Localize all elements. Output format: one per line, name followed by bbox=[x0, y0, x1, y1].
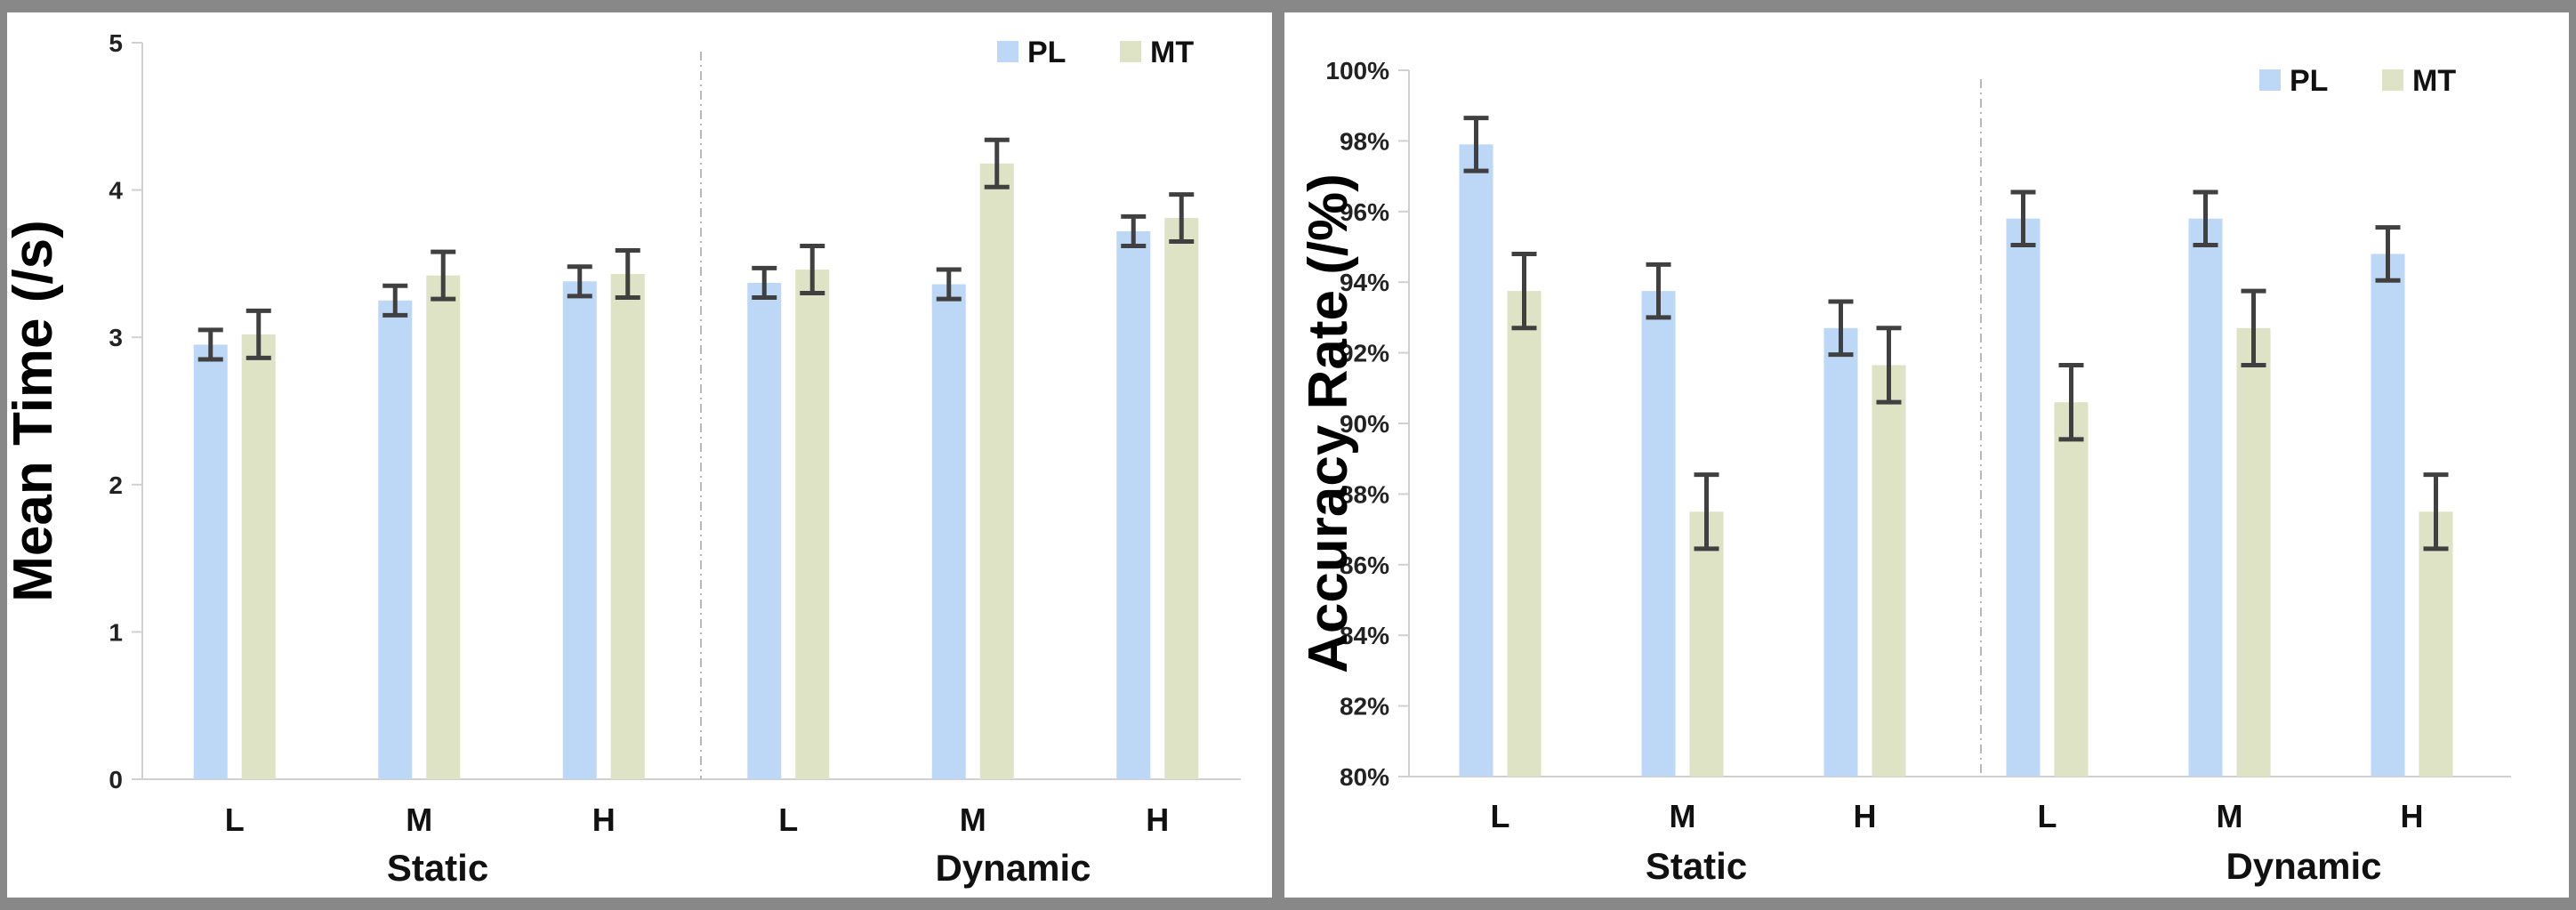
y-axis-title: Mean Time (/s) bbox=[7, 220, 64, 602]
bar-pl bbox=[378, 300, 413, 779]
y-tick-label: 1 bbox=[109, 618, 123, 646]
bar-pl bbox=[2006, 218, 2041, 777]
y-tick-label: 84% bbox=[1340, 622, 1389, 649]
legend-label-pl: PL bbox=[2290, 64, 2328, 98]
group-label: Static bbox=[387, 847, 488, 889]
bar-mt bbox=[1507, 291, 1542, 777]
x-tick-label: M bbox=[1670, 798, 1696, 834]
x-tick-label: L bbox=[2038, 798, 2057, 834]
bar-pl bbox=[931, 284, 966, 780]
bar-mt bbox=[1689, 511, 1724, 777]
x-tick-label: H bbox=[592, 801, 616, 838]
y-tick-label: 80% bbox=[1340, 763, 1389, 791]
bar-mt bbox=[2236, 327, 2271, 777]
legend-label-mt: MT bbox=[1150, 36, 1194, 69]
y-tick-label: 3 bbox=[109, 324, 123, 351]
legend-swatch-mt bbox=[1120, 41, 1141, 62]
bar-mt bbox=[2419, 511, 2453, 777]
bar-mt bbox=[426, 275, 461, 779]
group-label: Dynamic bbox=[935, 847, 1091, 889]
bar-pl bbox=[2371, 254, 2405, 777]
y-tick-label: 4 bbox=[109, 177, 123, 205]
bar-pl bbox=[1823, 327, 1858, 777]
bar-pl bbox=[1459, 144, 1493, 777]
bar-pl bbox=[193, 344, 228, 779]
x-tick-label: M bbox=[960, 801, 986, 838]
x-tick-label: L bbox=[1491, 798, 1510, 834]
y-axis-title: Accuracy Rate (/%) bbox=[1298, 173, 1359, 673]
bar-mt bbox=[979, 163, 1014, 780]
bar-mt bbox=[1164, 218, 1199, 780]
x-tick-label: H bbox=[1854, 798, 1877, 834]
legend-swatch-pl bbox=[997, 41, 1018, 62]
x-tick-label: M bbox=[2217, 798, 2243, 834]
y-tick-label: 90% bbox=[1340, 410, 1389, 438]
mean-time-panel: 0 1 2 3 4 5 Mean Time (/s) L M H L M H Static Dynamic P… bbox=[7, 12, 1272, 898]
y-tick-label: 92% bbox=[1340, 340, 1389, 367]
x-tick-label: L bbox=[225, 801, 245, 838]
accuracy-rate-panel: 80% 82% 84% 86% 88% 90% 92% 94% 96% 98% 100% Accura… bbox=[1284, 12, 2569, 898]
y-tick-label: 98% bbox=[1340, 127, 1389, 155]
x-tick-label: L bbox=[778, 801, 798, 838]
y-tick-label: 86% bbox=[1340, 552, 1389, 579]
legend-label-pl: PL bbox=[1027, 36, 1066, 69]
x-tick-label: H bbox=[2401, 798, 2424, 834]
mean-time-chart: 0 1 2 3 4 5 Mean Time (/s) L M H L M H Static Dynamic P… bbox=[7, 29, 1241, 889]
y-tick-label: 100% bbox=[1325, 57, 1389, 85]
accuracy-rate-chart: 80% 82% 84% 86% 88% 90% 92% 94% 96% 98% 100% Accura… bbox=[1298, 57, 2511, 887]
y-tick-label: 0 bbox=[109, 766, 123, 793]
bar-pl bbox=[1116, 230, 1151, 779]
x-tick-label: M bbox=[406, 801, 432, 838]
y-tick-label: 82% bbox=[1340, 693, 1389, 721]
y-tick-label: 88% bbox=[1340, 480, 1389, 508]
legend-swatch-pl bbox=[2259, 69, 2281, 91]
bar-mt bbox=[241, 334, 276, 779]
bar-pl bbox=[2188, 218, 2223, 777]
bar-mt bbox=[2054, 402, 2089, 777]
group-label: Static bbox=[1646, 845, 1747, 887]
bar-pl bbox=[747, 282, 782, 780]
y-tick-label: 5 bbox=[109, 29, 123, 57]
bar-mt bbox=[1872, 365, 1906, 777]
x-tick-label: H bbox=[1146, 801, 1169, 838]
group-label: Dynamic bbox=[2226, 845, 2381, 887]
bar-pl bbox=[562, 281, 597, 780]
bar-pl bbox=[1641, 291, 1676, 777]
y-tick-label: 94% bbox=[1340, 269, 1389, 296]
bar-mt bbox=[610, 273, 645, 779]
y-tick-label: 2 bbox=[109, 471, 123, 499]
legend-swatch-mt bbox=[2382, 69, 2403, 91]
y-tick-label: 96% bbox=[1340, 198, 1389, 226]
legend-label-mt: MT bbox=[2412, 64, 2456, 98]
bar-mt bbox=[795, 270, 830, 779]
